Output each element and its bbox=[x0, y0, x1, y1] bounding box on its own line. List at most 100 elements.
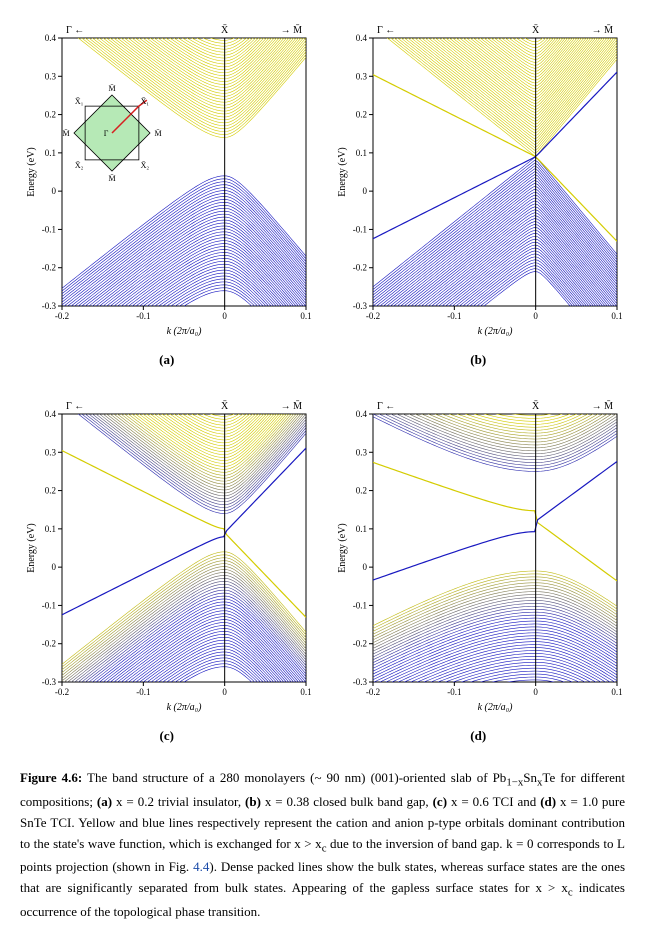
svg-text:→ M̄: → M̄ bbox=[592, 24, 614, 36]
panel-a: -0.2-0.100.1-0.3-0.2-0.100.10.20.30.4k (… bbox=[20, 20, 314, 368]
svg-text:0: 0 bbox=[363, 186, 368, 196]
cap-tb: x = 0.38 closed bulk band gap, bbox=[261, 794, 433, 809]
cap-t2: Sn bbox=[523, 770, 537, 785]
svg-text:0.3: 0.3 bbox=[356, 447, 368, 457]
figure-caption: Figure 4.6: The band structure of a 280 … bbox=[20, 768, 625, 923]
svg-text:0.3: 0.3 bbox=[45, 447, 57, 457]
svg-text:-0.1: -0.1 bbox=[136, 687, 150, 697]
svg-text:Γ ←: Γ ← bbox=[66, 401, 84, 412]
svg-text:X̄₂: X̄₂ bbox=[75, 161, 84, 170]
svg-text:0: 0 bbox=[534, 687, 539, 697]
svg-text:Γ ←: Γ ← bbox=[66, 25, 84, 36]
svg-text:X̄₂: X̄₂ bbox=[140, 161, 149, 170]
svg-text:0.1: 0.1 bbox=[300, 311, 311, 321]
svg-text:-0.1: -0.1 bbox=[447, 311, 461, 321]
svg-text:k (2π/a₀): k (2π/a₀) bbox=[166, 326, 202, 337]
panel-c: -0.2-0.100.1-0.3-0.2-0.100.10.20.30.4k (… bbox=[20, 396, 314, 744]
cap-sub1: 1−x bbox=[506, 777, 523, 789]
svg-text:→ M̄: → M̄ bbox=[280, 24, 302, 36]
svg-text:k (2π/a₀): k (2π/a₀) bbox=[166, 702, 202, 713]
svg-text:0.2: 0.2 bbox=[45, 486, 56, 496]
svg-text:Γ: Γ bbox=[103, 129, 108, 138]
svg-text:0.3: 0.3 bbox=[356, 71, 368, 81]
svg-text:-0.2: -0.2 bbox=[42, 639, 56, 649]
svg-text:X̄: X̄ bbox=[221, 24, 229, 36]
svg-text:X̄₁: X̄₁ bbox=[140, 97, 149, 106]
chart-b: -0.2-0.100.1-0.3-0.2-0.100.10.20.30.4k (… bbox=[333, 20, 623, 340]
svg-text:-0.1: -0.1 bbox=[353, 224, 367, 234]
svg-text:→ M̄: → M̄ bbox=[280, 400, 302, 412]
svg-text:0.1: 0.1 bbox=[45, 148, 56, 158]
svg-text:0: 0 bbox=[51, 186, 56, 196]
subcaption-b: (b) bbox=[470, 352, 486, 368]
svg-text:-0.1: -0.1 bbox=[353, 600, 367, 610]
svg-text:-0.1: -0.1 bbox=[42, 600, 56, 610]
svg-text:-0.3: -0.3 bbox=[353, 301, 368, 311]
svg-text:k (2π/a₀): k (2π/a₀) bbox=[478, 702, 514, 713]
svg-text:-0.3: -0.3 bbox=[353, 677, 368, 687]
subcaption-d: (d) bbox=[470, 728, 486, 744]
svg-text:-0.2: -0.2 bbox=[55, 687, 69, 697]
svg-text:X̄₁: X̄₁ bbox=[75, 97, 84, 106]
svg-text:-0.1: -0.1 bbox=[42, 224, 56, 234]
svg-text:Energy (eV): Energy (eV) bbox=[26, 147, 37, 197]
svg-text:-0.2: -0.2 bbox=[366, 311, 380, 321]
svg-text:0.1: 0.1 bbox=[612, 687, 623, 697]
svg-text:-0.1: -0.1 bbox=[447, 687, 461, 697]
svg-text:0.1: 0.1 bbox=[45, 524, 56, 534]
svg-text:-0.2: -0.2 bbox=[366, 687, 380, 697]
svg-text:0.1: 0.1 bbox=[356, 524, 367, 534]
svg-text:0: 0 bbox=[222, 687, 227, 697]
chart-c: -0.2-0.100.1-0.3-0.2-0.100.10.20.30.4k (… bbox=[22, 396, 312, 716]
svg-text:→ M̄: → M̄ bbox=[592, 400, 614, 412]
cap-t1: The band structure of a 280 monolayers (… bbox=[82, 770, 506, 785]
svg-text:-0.1: -0.1 bbox=[136, 311, 150, 321]
chart-a: -0.2-0.100.1-0.3-0.2-0.100.10.20.30.4k (… bbox=[22, 20, 312, 340]
svg-text:-0.3: -0.3 bbox=[42, 677, 57, 687]
svg-text:0.1: 0.1 bbox=[612, 311, 623, 321]
svg-text:M̄: M̄ bbox=[108, 174, 115, 183]
svg-text:Energy (eV): Energy (eV) bbox=[337, 523, 348, 573]
svg-text:X̄: X̄ bbox=[532, 24, 540, 36]
svg-text:0: 0 bbox=[534, 311, 539, 321]
svg-text:M̄: M̄ bbox=[154, 129, 161, 138]
svg-text:Energy (eV): Energy (eV) bbox=[26, 523, 37, 573]
svg-text:0.4: 0.4 bbox=[45, 409, 57, 419]
cap-lb: (b) bbox=[245, 794, 261, 809]
svg-text:M̄: M̄ bbox=[108, 84, 115, 93]
svg-text:Γ ←: Γ ← bbox=[377, 25, 395, 36]
svg-text:0.4: 0.4 bbox=[356, 409, 368, 419]
svg-text:0.4: 0.4 bbox=[356, 33, 368, 43]
svg-text:0: 0 bbox=[363, 562, 368, 572]
subcaption-c: (c) bbox=[160, 728, 174, 744]
svg-text:X̄: X̄ bbox=[532, 400, 540, 412]
panel-d: -0.2-0.100.1-0.3-0.2-0.100.10.20.30.4k (… bbox=[332, 396, 626, 744]
caption-link[interactable]: 4.4 bbox=[193, 859, 209, 874]
svg-text:0.2: 0.2 bbox=[356, 110, 367, 120]
svg-text:-0.2: -0.2 bbox=[353, 639, 367, 649]
svg-text:0.1: 0.1 bbox=[300, 687, 311, 697]
svg-text:0.1: 0.1 bbox=[356, 148, 367, 158]
svg-text:-0.2: -0.2 bbox=[55, 311, 69, 321]
svg-text:k (2π/a₀): k (2π/a₀) bbox=[478, 326, 514, 337]
cap-ld: (d) bbox=[540, 794, 556, 809]
svg-text:0.2: 0.2 bbox=[356, 486, 367, 496]
svg-text:-0.2: -0.2 bbox=[353, 263, 367, 273]
svg-text:-0.2: -0.2 bbox=[42, 263, 56, 273]
chart-d: -0.2-0.100.1-0.3-0.2-0.100.10.20.30.4k (… bbox=[333, 396, 623, 716]
subcaption-a: (a) bbox=[159, 352, 174, 368]
cap-lc: (c) bbox=[433, 794, 447, 809]
cap-ta: x = 0.2 trivial insulator, bbox=[112, 794, 245, 809]
cap-la: (a) bbox=[97, 794, 112, 809]
svg-text:X̄: X̄ bbox=[221, 400, 229, 412]
svg-text:0.3: 0.3 bbox=[45, 71, 57, 81]
panel-b: -0.2-0.100.1-0.3-0.2-0.100.10.20.30.4k (… bbox=[332, 20, 626, 368]
svg-text:0.4: 0.4 bbox=[45, 33, 57, 43]
cap-tc: x = 0.6 TCI and bbox=[447, 794, 540, 809]
caption-label: Figure 4.6: bbox=[20, 770, 82, 785]
svg-text:Γ ←: Γ ← bbox=[377, 401, 395, 412]
svg-text:Energy (eV): Energy (eV) bbox=[337, 147, 348, 197]
svg-text:0.2: 0.2 bbox=[45, 110, 56, 120]
svg-text:0: 0 bbox=[222, 311, 227, 321]
svg-text:-0.3: -0.3 bbox=[42, 301, 57, 311]
